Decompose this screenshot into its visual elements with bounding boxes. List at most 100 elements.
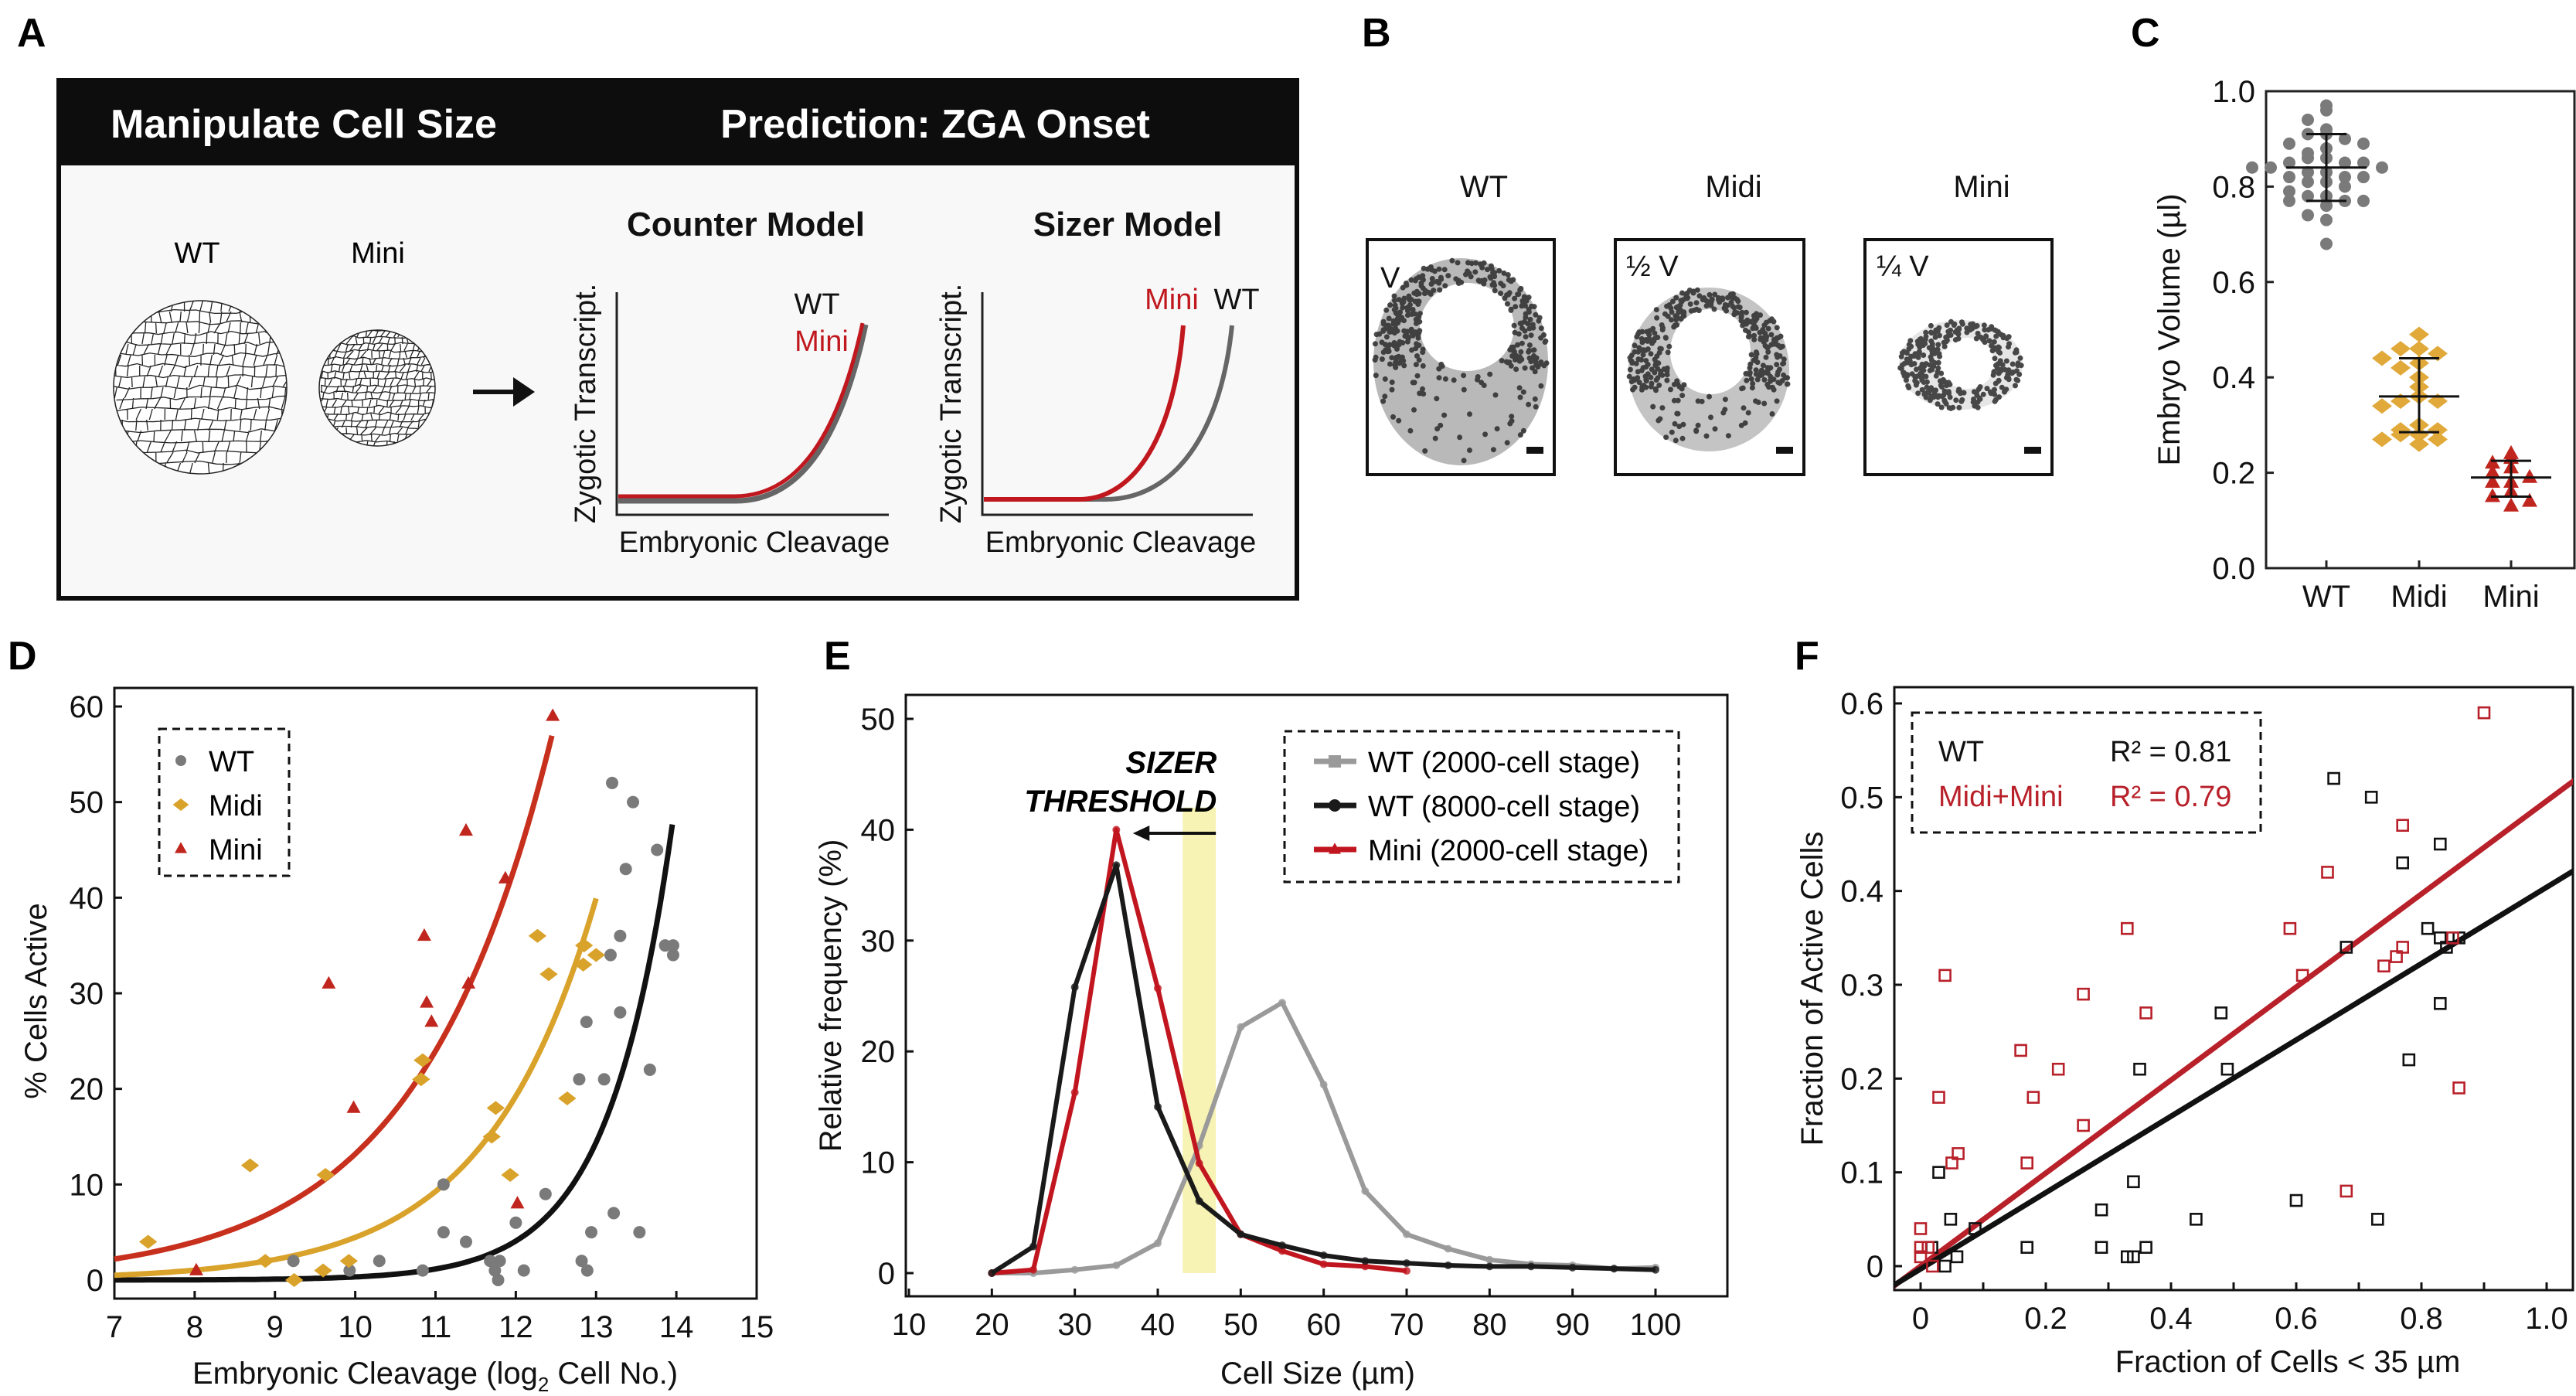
wt-data-point: [2339, 941, 2353, 954]
wt-data-point: [651, 843, 664, 856]
midi-data-point: [240, 1158, 260, 1173]
y-tick-label: 30: [861, 924, 896, 958]
series-point-0: [1361, 1187, 1370, 1195]
series-point-1: [1237, 1230, 1245, 1238]
wt-volume-point: [2302, 152, 2314, 165]
midi+mini-data-point: [2139, 1006, 2152, 1020]
panel-e-cell-size-distribution: SIZER THRESHOLD 10 20 30 40 50 60 70 80 90 100 0 10 20…: [814, 693, 1729, 1391]
series-point-0: [1278, 999, 1286, 1007]
midi-volume-point: [2372, 350, 2392, 366]
legend-r-squared: R² = 0.81: [2110, 736, 2231, 768]
scale-bar: [2024, 447, 2041, 454]
scale-bar: [1526, 447, 1543, 454]
counter-model-wt-label: WT: [794, 288, 839, 321]
midi+mini-data-point: [2020, 1156, 2033, 1170]
wt-volume-point: [2357, 156, 2370, 169]
mini-embryo-cells-drawing: [318, 329, 436, 447]
y-tick-label: 0.2: [1840, 1062, 1884, 1096]
wt-data-point: [2402, 1053, 2416, 1067]
wt-data-point: [607, 1207, 621, 1220]
wt-data-point: [2094, 1203, 2108, 1217]
panel-f-active-vs-small-cells: 0 0.2 0.4 0.6 0.8 1.0 0 0.1 0.2 0.3 0.4 0.5 0.6 Fract…: [1795, 686, 2574, 1379]
wt-data-point: [2434, 996, 2447, 1010]
wt-volume-point: [2283, 171, 2295, 184]
plot-frame: [1893, 686, 2574, 1292]
header-prediction-zga-onset: Prediction: ZGA Onset: [720, 102, 1150, 147]
midi-data-point: [587, 948, 605, 962]
midi-data-point: [573, 957, 593, 972]
panel-label-d: D: [8, 634, 37, 679]
sizer-model-mini-label: Mini: [1145, 284, 1199, 316]
panel-b-micrographs: WT Midi Mini V ½ V ¼ V: [1366, 170, 2054, 476]
wt-data-point: [2214, 1006, 2228, 1020]
midi+mini-data-point: [2026, 1091, 2040, 1104]
y-tick-label: 50: [861, 703, 896, 737]
wt-data-point: [459, 1235, 472, 1248]
panel-label-b: B: [1362, 11, 1391, 56]
wt-data-point: [2094, 1241, 2108, 1255]
wt-data-point: [614, 929, 627, 942]
x-tick-label: 60: [1306, 1308, 1341, 1342]
x-tick-label: 30: [1057, 1308, 1092, 1342]
x-axis-title-main: Embryonic Cleavage (log: [192, 1357, 538, 1391]
nuclei: [1897, 318, 2024, 411]
wt-data-point: [585, 1226, 598, 1239]
wt-data-point: [619, 863, 632, 876]
scale-bar: [1776, 447, 1793, 454]
y-tick-label: 0.3: [1840, 969, 1884, 1003]
y-tick-label: 0.8: [2212, 170, 2255, 204]
midi-data-point: [256, 1254, 274, 1268]
midi-data-point: [574, 938, 594, 953]
wt-data-point: [488, 1264, 502, 1277]
x-tick-label: 13: [579, 1310, 614, 1344]
wt-data-point: [575, 1255, 588, 1268]
panel-label-a: A: [17, 11, 46, 56]
y-tick-label: 0: [1866, 1250, 1884, 1284]
series-point-1: [1444, 1261, 1452, 1269]
wt-volume-point: [2339, 171, 2351, 184]
mini-data-point: [189, 1262, 203, 1275]
midi-volume-point: [2391, 341, 2411, 357]
wt-data-point: [2327, 771, 2340, 785]
wt-data-point: [580, 1264, 594, 1277]
embryo-label-wt: WT: [174, 237, 219, 270]
sizer-model-mini-curve: [984, 325, 1186, 502]
midi+mini-data-point: [2014, 1044, 2027, 1057]
midi-data-point: [284, 1273, 304, 1287]
y-tick-label: 20: [70, 1073, 104, 1107]
legend-label: WT (2000-cell stage): [1368, 747, 1640, 779]
x-tick-label: 100: [1630, 1308, 1682, 1342]
midi+mini-data-point: [2121, 921, 2134, 935]
wt-volume-point: [2283, 194, 2295, 207]
y-tick-label: 40: [70, 881, 104, 915]
wt-data-point: [287, 1255, 300, 1268]
volume-label-mini: ¼ V: [1877, 250, 1929, 283]
x-tick-label: 12: [499, 1310, 533, 1344]
sizer-model-ylabel: Zygotic Transcript.: [935, 284, 968, 523]
wt-data-point: [580, 1016, 593, 1029]
midi-volume-point: [2391, 359, 2411, 376]
wt-data-point: [1932, 1166, 1945, 1179]
wt-fit-curve: [114, 824, 675, 1283]
midi+mini-data-point: [2396, 941, 2409, 954]
midi-data-point: [501, 1167, 519, 1182]
panel-label-f: F: [1795, 634, 1819, 679]
nuclei: [1626, 287, 1791, 444]
midi+mini-data-point: [2051, 1062, 2065, 1076]
wt-volume-point: [2320, 104, 2333, 117]
series-point-1: [1527, 1262, 1535, 1271]
x-tick-label: 15: [740, 1310, 774, 1344]
midi-volume-point: [2409, 341, 2429, 357]
mini-data-point: [498, 870, 512, 884]
series-point-0: [1319, 1081, 1328, 1089]
wt-volume-point: [2357, 171, 2370, 184]
wt-data-point: [484, 1255, 497, 1268]
wt-volume-point: [2320, 199, 2333, 213]
wt-data-point: [643, 1063, 656, 1076]
wt-embryo-micrograph: [1366, 238, 1556, 476]
y-tick-label: 10: [70, 1168, 104, 1202]
x-tick-label: 0.4: [2149, 1302, 2193, 1336]
wt-data-point: [539, 1187, 552, 1200]
series-point-0: [1403, 1230, 1411, 1238]
